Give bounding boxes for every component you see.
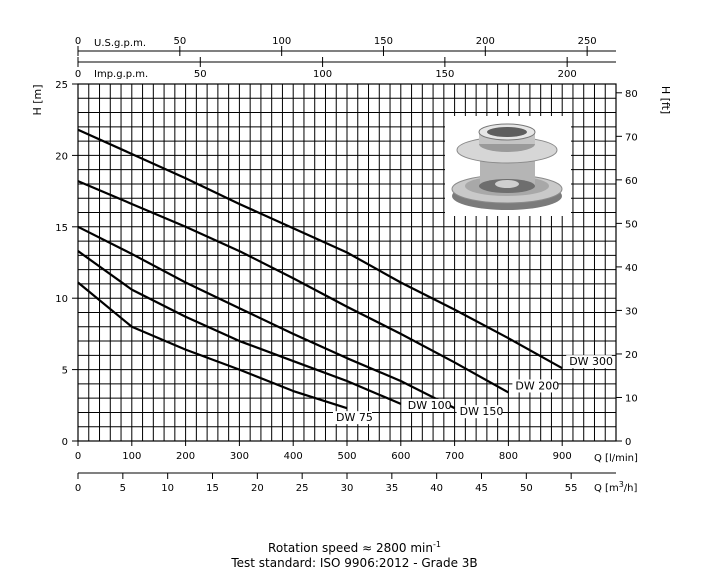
rotation-speed-text: Rotation speed ≈ 2800 min-1 (268, 540, 441, 555)
test-standard-text: Test standard: ISO 9906:2012 - Grade 3B (231, 556, 478, 570)
curve-dw-75 (77, 281, 348, 410)
tick-label-m3h: 30 (341, 483, 354, 494)
curve-dw-200 (77, 180, 509, 394)
tick-label-h-ft: 50 (625, 219, 638, 230)
curve-label-dw-75: DW 75 (336, 411, 373, 424)
tick-label-us-gpm: 200 (476, 36, 495, 47)
top-axis-us-label: U.S.g.p.m. (94, 38, 146, 49)
tick-label-h-ft: 60 (625, 176, 638, 187)
tick-label-h-m: 10 (55, 294, 68, 305)
tick-label-us-gpm: 250 (578, 36, 597, 47)
tick-label-m3h: 5 (120, 483, 126, 494)
tick-label-m3h: 15 (206, 483, 219, 494)
tick-label-us-gpm: 100 (272, 36, 291, 47)
tick-label-lpm: 400 (284, 451, 303, 462)
tick-label-m3h: 55 (565, 483, 578, 494)
tick-label-h-m: 15 (55, 223, 68, 234)
tick-label-h-m: 0 (62, 437, 68, 448)
tick-label-imp-gpm: 50 (194, 69, 207, 80)
tick-label-lpm: 700 (445, 451, 464, 462)
y-axis-label-ft: H [ft] (659, 86, 672, 114)
tick-label-h-m: 5 (62, 366, 68, 377)
impeller-photo-icon (451, 123, 563, 210)
tick-label-imp-gpm: 100 (313, 69, 332, 80)
tick-label-lpm: 500 (337, 451, 356, 462)
tick-label-us-gpm: 0 (75, 36, 81, 47)
tick-label-h-ft: 10 (625, 393, 638, 404)
pump-curves (77, 128, 563, 410)
tick-label-lpm: 300 (230, 451, 249, 462)
curve-label-bg (333, 411, 372, 425)
curve-dw-300 (77, 128, 563, 370)
tick-label-m3h: 40 (430, 483, 443, 494)
curve-label-bg (404, 398, 451, 412)
tick-label-imp-gpm: 200 (558, 69, 577, 80)
tick-label-lpm: 600 (391, 451, 410, 462)
tick-label-us-gpm: 50 (173, 36, 186, 47)
curve-label-bg (456, 405, 503, 419)
tick-label-m3h: 25 (296, 483, 309, 494)
product-image (445, 116, 571, 216)
tick-label-m3h: 0 (75, 483, 81, 494)
curve-label-bg (512, 379, 558, 393)
curve-dw-150 (77, 225, 456, 410)
tick-label-m3h: 50 (520, 483, 533, 494)
tick-label-h-ft: 30 (625, 306, 638, 317)
tick-label-h-ft: 70 (625, 132, 638, 143)
x-axis-label-lpm: Q [l/min] (594, 453, 638, 464)
tick-label-m3h: 20 (251, 483, 264, 494)
tick-label-h-ft: 40 (625, 263, 638, 274)
tick-label-lpm: 100 (122, 451, 141, 462)
tick-label-imp-gpm: 0 (75, 69, 81, 80)
curve-label-bg (566, 355, 612, 369)
tick-label-h-ft: 80 (625, 89, 638, 100)
curve-label-dw-100: DW 100 (408, 399, 452, 412)
tick-label-lpm: 200 (176, 451, 195, 462)
tick-label-imp-gpm: 150 (435, 69, 454, 80)
tick-label-lpm: 900 (553, 451, 572, 462)
tick-label-lpm: 0 (75, 451, 81, 462)
tick-label-h-ft: 20 (625, 350, 638, 361)
tick-label-h-ft: 0 (625, 437, 631, 448)
tick-label-h-m: 20 (55, 151, 68, 162)
curve-label-dw-200: DW 200 (515, 379, 559, 392)
curve-label-dw-300: DW 300 (569, 355, 613, 368)
curve-dw-100 (77, 250, 402, 405)
tick-label-h-m: 25 (55, 80, 68, 91)
x-axis-label-m3h: Q [m3/h] (594, 480, 638, 494)
top-axis-imp-label: Imp.g.p.m. (94, 69, 148, 80)
tick-label-lpm: 800 (499, 451, 518, 462)
tick-label-us-gpm: 150 (374, 36, 393, 47)
tick-label-m3h: 10 (161, 483, 174, 494)
tick-label-m3h: 35 (385, 483, 398, 494)
curve-labels: DW 75 DW 100 DW 150 DW 200 DW 300 (333, 355, 613, 425)
tick-label-m3h: 45 (475, 483, 488, 494)
y-axis-label-m: H [m] (31, 84, 44, 115)
curve-label-dw-150: DW 150 (460, 405, 504, 418)
